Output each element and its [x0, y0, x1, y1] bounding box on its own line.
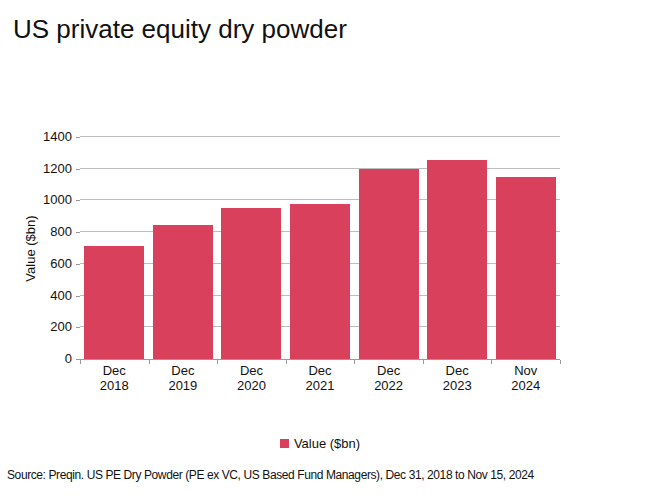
legend: Value ($bn)	[80, 436, 560, 451]
bar-dec-2021	[290, 204, 350, 359]
y-tick-label-0: 0	[0, 352, 72, 366]
x-tick-label-dec-2020: Dec2020	[217, 363, 286, 393]
legend-swatch-icon	[280, 439, 289, 448]
bar-dec-2019	[153, 225, 213, 359]
bar-dec-2018	[84, 246, 144, 359]
y-tick-mark-800	[76, 232, 80, 233]
y-tick-label-400: 400	[0, 289, 72, 303]
bar-nov-2024	[496, 177, 556, 359]
x-tick-label-nov-2024: Nov2024	[491, 363, 560, 393]
gridline-1400	[80, 136, 560, 137]
y-tick-label-200: 200	[0, 320, 72, 334]
y-tick-label-1400: 1400	[0, 130, 72, 144]
gridline-1200	[80, 168, 560, 169]
y-tick-mark-400	[76, 296, 80, 297]
y-tick-mark-600	[76, 264, 80, 265]
x-axis-labels: Dec2018Dec2019Dec2020Dec2021Dec2022Dec20…	[80, 363, 560, 393]
plot-area	[80, 137, 560, 360]
x-tick-label-dec-2023: Dec2023	[423, 363, 492, 393]
x-tick-mark-7	[560, 360, 561, 364]
x-tick-label-dec-2021: Dec2021	[286, 363, 355, 393]
y-tick-mark-200	[76, 327, 80, 328]
y-tick-mark-1400	[76, 137, 80, 138]
x-tick-label-dec-2022: Dec2022	[354, 363, 423, 393]
x-tick-label-dec-2018: Dec2018	[80, 363, 149, 393]
y-tick-mark-1200	[76, 169, 80, 170]
bar-dec-2020	[221, 208, 281, 359]
y-tick-label-800: 800	[0, 225, 72, 239]
gridline-1000	[80, 199, 560, 200]
y-axis-tick-labels: 0200400600800100012001400	[0, 137, 72, 359]
legend-label: Value ($bn)	[294, 436, 360, 451]
y-tick-label-600: 600	[0, 257, 72, 271]
bar-dec-2023	[427, 160, 487, 359]
y-tick-label-1200: 1200	[0, 162, 72, 176]
y-tick-mark-1000	[76, 200, 80, 201]
page-title: US private equity dry powder	[13, 14, 347, 45]
chart-page: US private equity dry powder Value ($bn)…	[0, 0, 655, 500]
x-tick-label-dec-2019: Dec2019	[149, 363, 218, 393]
bar-dec-2022	[359, 169, 419, 359]
y-tick-label-1000: 1000	[0, 193, 72, 207]
source-text: Source: Preqin. US PE Dry Powder (PE ex …	[7, 468, 534, 482]
